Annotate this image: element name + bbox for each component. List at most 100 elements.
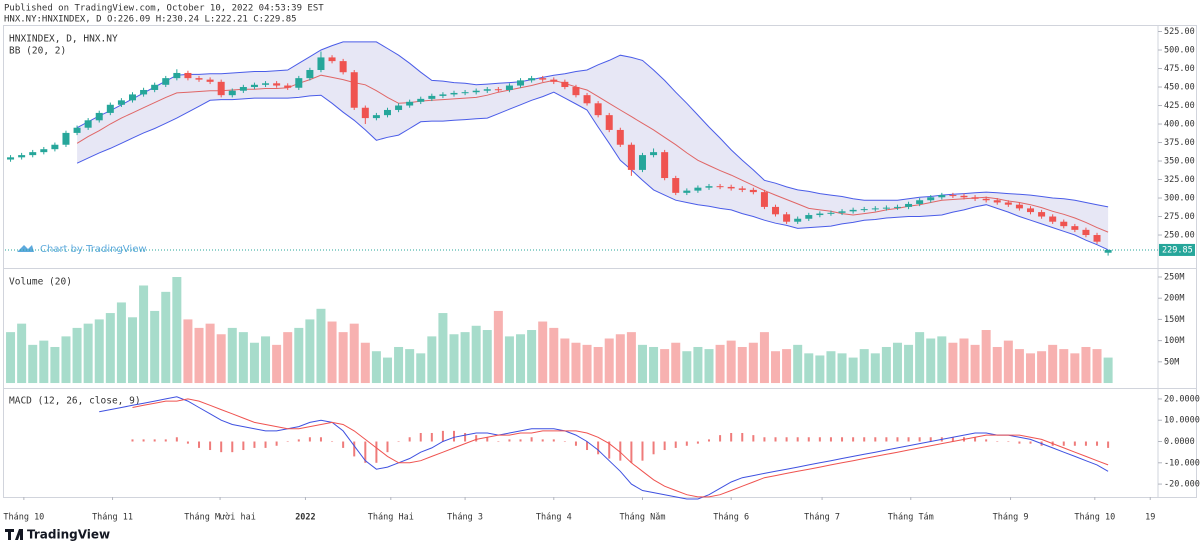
x-tick-label: Tháng 9 [993,513,1029,523]
candle-body [128,94,136,101]
candle-body [273,83,281,86]
volume-bar [682,351,692,384]
histogram-bar [829,437,832,442]
candle-body [151,84,159,90]
volume-bar [637,344,647,384]
candle-body [395,105,403,110]
volume-bar [61,336,71,384]
histogram-bar [1062,441,1065,446]
histogram-bar [186,441,189,444]
histogram-bar [464,432,467,442]
histogram-bar [541,439,544,442]
volume-bar [948,342,958,384]
band-middle [76,74,1109,233]
volume-bar [460,332,470,384]
watermark-text: Chart by TradingView [40,244,147,255]
histogram-bar [497,441,500,443]
histogram-bar [719,435,722,442]
histogram-bar [397,441,400,443]
volume-bar [848,357,858,384]
volume-bar [516,334,526,384]
volume-bar [139,285,149,384]
volume-bar [892,342,902,384]
published: Published on TradingView.com, October 10… [4,4,324,14]
volume-bar [150,310,160,384]
histogram-bar [752,435,755,442]
candle-body [694,187,702,191]
x-tick-label: Tháng Hai [368,513,414,523]
y-tick-label: 200M [1164,294,1184,304]
candle-body [805,215,813,219]
pane-title: Volume (20) [9,277,72,288]
candle-body [749,189,757,193]
histogram-bar [308,437,311,442]
candle-body [650,152,658,156]
volume-bar [394,346,404,384]
volume-bar [127,317,137,384]
volume-bar [981,330,991,384]
candle-body [1049,216,1057,222]
volume-bar [72,327,82,384]
volume-bar [649,346,659,384]
volume-bar [793,344,803,384]
candle-body [594,103,602,116]
y-tick-label: 10.0000 [1164,416,1200,426]
histogram-bar [342,441,345,448]
band-upper [76,41,1109,208]
histogram-bar [608,441,611,459]
y-tick-label: 475.00 [1164,64,1195,74]
volume-bar [826,351,836,384]
volume-bar [50,346,60,384]
volume-bar [17,323,27,384]
histogram-bar [364,441,367,463]
candle-body [561,81,569,88]
x-tick-label: Tháng Tám [888,513,934,523]
candle-body [982,198,990,201]
histogram-bar [674,441,677,448]
volume-bar [615,334,625,384]
histogram-bar [619,441,622,461]
histogram-bar [574,441,577,446]
histogram-bar [874,437,877,442]
histogram-bar [419,432,422,442]
volume-bar [870,353,880,384]
histogram-bar [286,441,289,443]
histogram-bar [430,432,433,442]
histogram-bar [929,437,932,442]
histogram-bar [974,437,977,442]
y-tick-label: 500.00 [1164,46,1195,56]
histogram-bar [652,441,655,455]
histogram-bar [785,437,788,442]
histogram-bar [852,437,855,442]
volume-bar [6,332,16,384]
histogram-bar [220,441,223,453]
histogram-bar [375,441,378,463]
histogram-bar [198,441,201,448]
histogram-bar [1084,441,1087,446]
histogram-bar [896,437,899,442]
candle-body [162,78,170,85]
y-tick-label: 50M [1164,357,1179,367]
histogram-bar [153,439,156,442]
volume-bar [837,353,847,384]
volume-bar [782,349,792,384]
volume-bar [205,323,215,384]
candle-body [605,115,613,130]
histogram-bar [1096,441,1099,446]
volume-bar [915,332,925,384]
histogram-bar [586,441,589,451]
x-tick-label: Tháng 7 [804,513,840,523]
candle-body [428,95,436,99]
candle-body [905,203,913,207]
volume-bar [1092,349,1102,384]
histogram-bar [253,441,256,448]
footer-text: TradingView [27,528,110,542]
histogram-bar [730,432,733,442]
frame [3,25,1197,498]
volume-bar [427,336,437,384]
candle-body [1093,235,1101,242]
candle-body [672,178,680,193]
volume-bar [405,349,415,384]
volume-bar [959,338,969,384]
volume-bar [1059,349,1069,384]
